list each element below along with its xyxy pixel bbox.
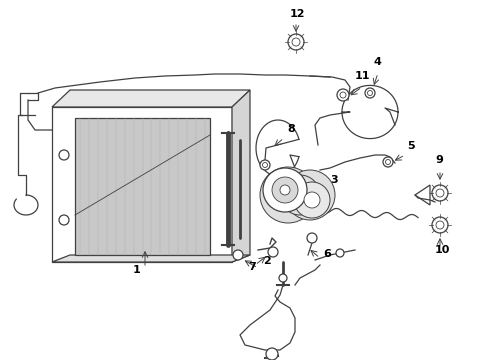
Circle shape	[364, 88, 374, 98]
Text: 3: 3	[329, 175, 337, 185]
Circle shape	[336, 89, 348, 101]
Circle shape	[431, 217, 447, 233]
Circle shape	[280, 175, 319, 215]
Circle shape	[431, 185, 447, 201]
Circle shape	[287, 34, 304, 50]
Polygon shape	[52, 90, 249, 107]
Circle shape	[263, 168, 306, 212]
Circle shape	[265, 348, 278, 360]
Polygon shape	[231, 90, 249, 262]
Text: 11: 11	[354, 71, 370, 81]
Circle shape	[260, 160, 269, 170]
Polygon shape	[52, 255, 249, 262]
Circle shape	[271, 177, 297, 203]
Circle shape	[335, 249, 343, 257]
Circle shape	[267, 247, 278, 257]
Circle shape	[59, 215, 69, 225]
Text: 10: 10	[434, 245, 449, 255]
Circle shape	[260, 167, 315, 223]
Text: 2: 2	[263, 256, 270, 266]
Text: 8: 8	[286, 124, 294, 134]
Text: 5: 5	[406, 141, 414, 151]
Circle shape	[232, 250, 243, 260]
Text: 9: 9	[434, 155, 442, 165]
Circle shape	[59, 150, 69, 160]
Circle shape	[306, 233, 316, 243]
Circle shape	[304, 192, 319, 208]
Circle shape	[279, 274, 286, 282]
Polygon shape	[75, 118, 209, 255]
Circle shape	[293, 182, 329, 218]
Circle shape	[285, 170, 334, 220]
Circle shape	[382, 157, 392, 167]
Text: 4: 4	[373, 57, 381, 67]
Text: 1: 1	[133, 265, 141, 275]
Circle shape	[280, 185, 289, 195]
Text: 6: 6	[323, 249, 330, 259]
Text: 12: 12	[289, 9, 305, 19]
Text: 7: 7	[247, 262, 255, 272]
